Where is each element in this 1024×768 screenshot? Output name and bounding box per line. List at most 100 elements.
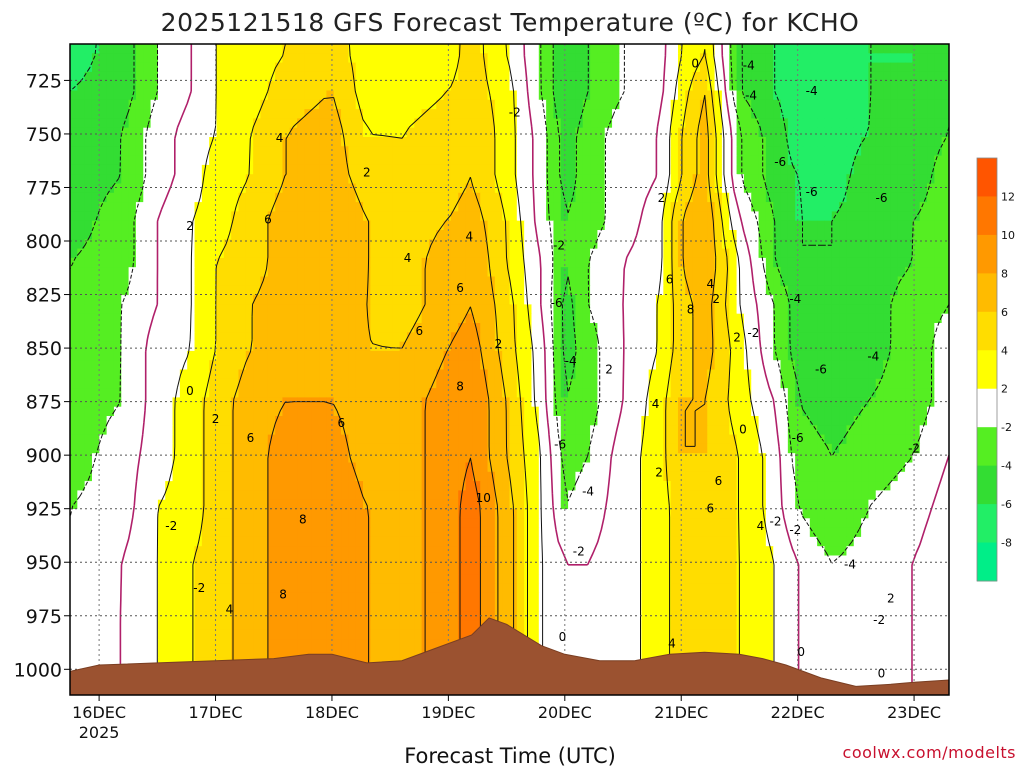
- temp-cell: [634, 416, 642, 426]
- temp-cell: [223, 220, 232, 231]
- temp-cell: [216, 313, 225, 324]
- temp-cell: [450, 44, 459, 54]
- temp-cell: [721, 360, 730, 371]
- temp-cell: [77, 313, 86, 324]
- temp-cell: [604, 53, 613, 64]
- temp-cell: [443, 174, 452, 185]
- temp-cell: [677, 341, 686, 352]
- temp-cell: [736, 192, 745, 203]
- temp-cell: [721, 99, 730, 110]
- temp-cell: [472, 62, 481, 73]
- temp-cell: [912, 81, 921, 92]
- temp-cell: [436, 257, 445, 268]
- temp-cell: [897, 378, 906, 389]
- temp-cell: [267, 248, 276, 259]
- temp-cell: [77, 146, 86, 157]
- temp-cell: [472, 369, 481, 380]
- temp-cell: [634, 267, 642, 278]
- temp-cell: [612, 323, 620, 333]
- temp-cell: [179, 53, 188, 64]
- temp-cell: [414, 397, 423, 408]
- temp-cell: [157, 267, 166, 278]
- temp-cell: [333, 295, 342, 305]
- temp-cell: [839, 211, 848, 222]
- temp-cell: [663, 192, 672, 203]
- temp-cell: [912, 360, 921, 371]
- temp-cell: [414, 248, 423, 259]
- temp-cell: [428, 90, 437, 101]
- temp-cell: [736, 164, 745, 175]
- temp-cell: [546, 109, 555, 119]
- temp-cell: [450, 257, 459, 268]
- temp-cell: [260, 137, 269, 147]
- temp-cell: [817, 127, 826, 138]
- temp-cell: [260, 257, 269, 268]
- temp-cell: [729, 276, 738, 287]
- temp-cell: [450, 378, 459, 389]
- temp-cell: [531, 369, 540, 380]
- temp-cell: [509, 62, 518, 73]
- temp-cell: [809, 332, 818, 343]
- temp-cell: [363, 146, 371, 157]
- temp-cell: [619, 90, 628, 101]
- temp-cell: [231, 257, 240, 268]
- temp-cell: [619, 211, 628, 222]
- temp-cell: [780, 109, 789, 119]
- temp-cell: [758, 406, 767, 417]
- temp-cell: [853, 285, 862, 296]
- temp-cell: [787, 350, 796, 361]
- temp-cell: [77, 295, 86, 305]
- temp-cell: [546, 397, 555, 408]
- temp-cell: [341, 304, 349, 315]
- temp-cell: [113, 239, 122, 250]
- temp-cell: [201, 406, 210, 417]
- temp-cell: [231, 90, 240, 101]
- temp-cell: [656, 211, 664, 222]
- temp-cell: [172, 323, 181, 333]
- temp-cell: [348, 360, 357, 371]
- temp-cell: [912, 341, 921, 352]
- temp-cell: [575, 53, 584, 64]
- temp-cell: [157, 257, 166, 268]
- temp-cell: [355, 406, 364, 417]
- temp-cell: [758, 174, 767, 185]
- temp-cell: [377, 230, 386, 240]
- temp-cell: [897, 323, 906, 333]
- temp-cell: [355, 425, 364, 436]
- temp-cell: [582, 81, 591, 92]
- temp-cell: [524, 276, 533, 287]
- temp-cell: [480, 416, 489, 426]
- temp-cell: [472, 164, 481, 175]
- temp-cell: [172, 397, 181, 408]
- temp-cell: [809, 164, 818, 175]
- temp-cell: [546, 183, 555, 194]
- temp-cell: [575, 202, 584, 212]
- temp-cell: [458, 332, 467, 343]
- temp-cell: [626, 350, 635, 361]
- temp-cell: [831, 350, 840, 361]
- temp-cell: [802, 183, 811, 194]
- temp-cell: [802, 248, 811, 259]
- temp-cell: [216, 239, 225, 250]
- temp-cell: [260, 71, 269, 82]
- temp-cell: [641, 90, 650, 101]
- temp-cell: [326, 406, 335, 417]
- temp-cell: [231, 378, 240, 389]
- temp-cell: [721, 137, 730, 147]
- temp-cell: [699, 397, 708, 408]
- temp-cell: [91, 53, 100, 64]
- temp-cell: [143, 81, 152, 92]
- temp-cell: [575, 81, 584, 92]
- temp-cell: [795, 323, 804, 333]
- temp-cell: [165, 406, 174, 417]
- temp-cell: [846, 118, 855, 129]
- temp-cell: [912, 62, 921, 73]
- temp-cell: [568, 118, 577, 129]
- temp-cell: [384, 350, 393, 361]
- temp-cell: [267, 285, 276, 296]
- temp-cell: [187, 406, 196, 417]
- temp-cell: [780, 99, 789, 110]
- temp-cell: [765, 99, 774, 110]
- temp-cell: [84, 127, 93, 138]
- temp-cell: [165, 90, 174, 101]
